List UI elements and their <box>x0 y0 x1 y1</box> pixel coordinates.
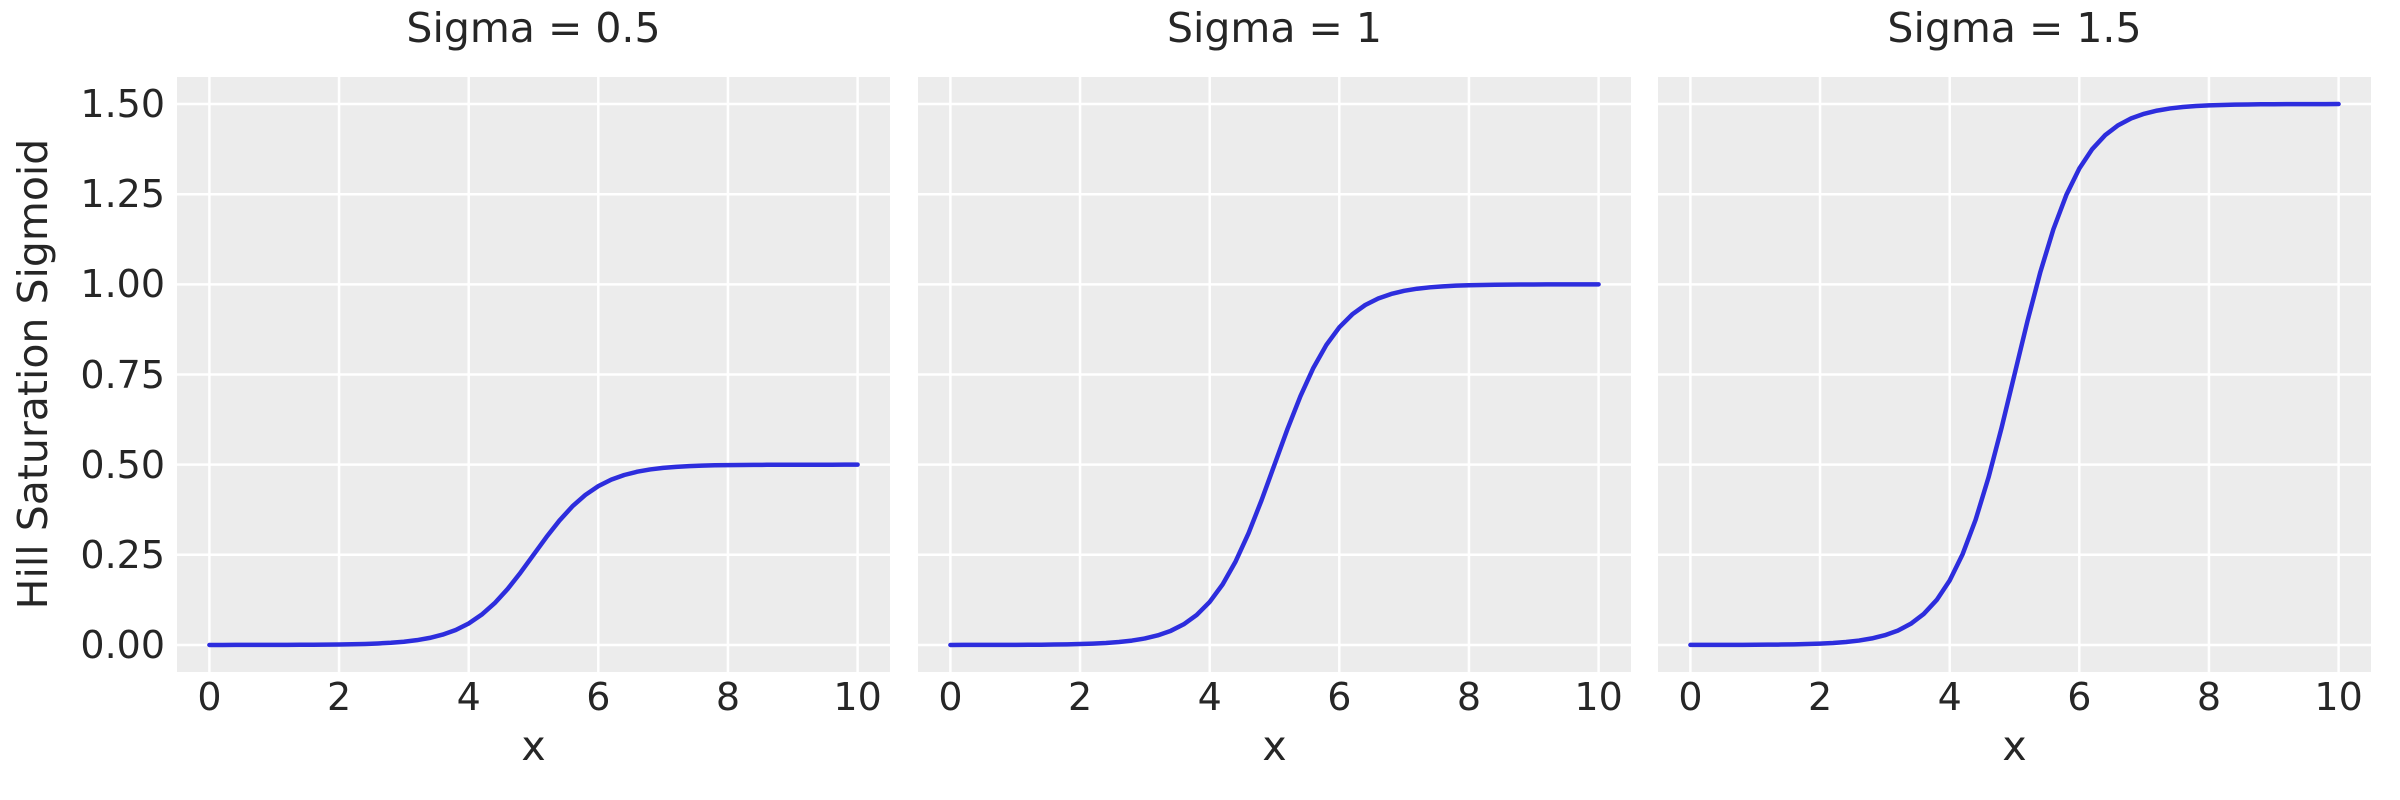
x-axis-tick-labels: 0 2 4 6 8 10 <box>177 678 890 724</box>
x-tick-label: 0 <box>1678 675 1703 719</box>
x-tick-label: 2 <box>326 675 352 719</box>
x-tick-label: 8 <box>1456 675 1482 719</box>
y-tick-label: 0.25 <box>80 532 165 577</box>
y-tick-label: 0.50 <box>80 442 165 487</box>
y-tick-label: 1.50 <box>80 82 165 127</box>
subplot-title: Sigma = 0.5 <box>406 4 661 52</box>
y-tick-label: 0.00 <box>80 622 165 667</box>
subplot-sigma-1: Sigma = 1 0 2 4 6 8 10 x <box>918 0 1631 800</box>
sigmoid-curve <box>948 282 1601 648</box>
subplot-title: Sigma = 1.5 <box>1887 4 2142 52</box>
x-axis-label: x <box>521 722 546 770</box>
sigmoid-curve <box>207 462 860 648</box>
subplot-title: Sigma = 1 <box>1166 4 1382 52</box>
y-tick-label: 1.25 <box>80 172 165 217</box>
x-tick-label: 10 <box>833 675 882 719</box>
x-tick-label: 2 <box>1067 675 1093 719</box>
x-tick-label: 10 <box>1574 675 1623 719</box>
x-tick-label: 0 <box>938 675 963 719</box>
x-tick-label: 6 <box>2067 675 2092 719</box>
x-tick-label: 8 <box>715 675 741 719</box>
x-axis-tick-labels: 0 2 4 6 8 10 <box>1658 678 2371 724</box>
x-tick-label: 2 <box>1807 675 1833 719</box>
plot-area <box>918 77 1631 672</box>
x-tick-label: 4 <box>1937 675 1962 719</box>
subplot-sigma-0-5: Sigma = 0.5 0 2 4 6 8 10 x <box>177 0 890 800</box>
x-tick-label: 8 <box>2196 675 2222 719</box>
x-axis-tick-labels: 0 2 4 6 8 10 <box>918 678 1631 724</box>
y-tick-label: 1.00 <box>80 262 165 307</box>
x-tick-label: 4 <box>456 675 481 719</box>
x-axis-label: x <box>2002 722 2027 770</box>
x-tick-label: 6 <box>1327 675 1352 719</box>
subplot-sigma-1-5: Sigma = 1.5 0 2 4 6 8 10 x <box>1658 0 2371 800</box>
x-tick-label: 0 <box>197 675 222 719</box>
x-tick-label: 10 <box>2314 675 2363 719</box>
x-tick-label: 6 <box>586 675 611 719</box>
x-axis-label: x <box>1262 722 1287 770</box>
sigmoid-curve <box>1688 101 2341 648</box>
plot-area <box>177 77 890 672</box>
plot-area <box>1658 77 2371 672</box>
y-axis-tick-labels: 0.00 0.25 0.50 0.75 1.00 1.25 1.50 <box>0 0 165 800</box>
y-tick-label: 0.75 <box>80 352 165 397</box>
x-tick-label: 4 <box>1197 675 1222 719</box>
